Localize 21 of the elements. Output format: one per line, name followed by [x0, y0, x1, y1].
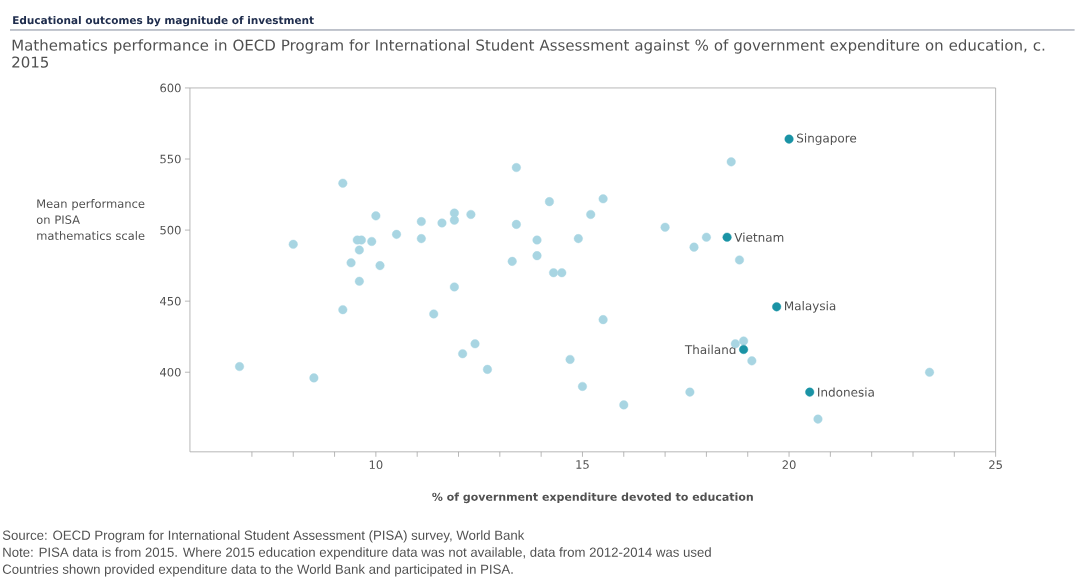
y-tick-label: 600 [160, 83, 181, 93]
x-tick-label: 10 [369, 460, 383, 470]
y-tick-label: 450 [160, 296, 181, 306]
y-tick-label: 400 [160, 367, 181, 377]
x-axis-title: % of government expenditure devoted to education [432, 492, 753, 504]
annotation: Thailand [684, 344, 736, 355]
chart-title: Educational outcomes by magnitude of investment [13, 16, 314, 27]
annotation: Singapore [797, 133, 857, 146]
source-note: Source: OECD Program for International Student Assessment (PISA) survey, World Bank [2, 530, 525, 543]
annotation: Indonesia [818, 387, 874, 397]
y-tick-label: 550 [160, 154, 181, 164]
x-tick-label: 15 [576, 460, 589, 469]
text: Note: PISA data is from 2015. Where 2015 education expenditure data was not available, data from 2012-2014 was used [3, 547, 711, 560]
y-axis-title: Mean performance on PISA mathematics scale [36, 199, 145, 241]
chart-subtitle: Mathematics performance in OECD Program for International Student Assessment against % of government expenditure on education, c. 2015 [12, 39, 1045, 68]
text: Countries shown provided expenditure data to the World Bank and participated in PISA. [2, 564, 513, 577]
annotation: Vietnam [734, 232, 784, 242]
annotation: Malaysia [785, 301, 836, 313]
x-tick-label: 25 [989, 460, 1002, 470]
x-tick-label: 20 [782, 460, 796, 470]
y-tick-label: 500 [160, 225, 181, 235]
